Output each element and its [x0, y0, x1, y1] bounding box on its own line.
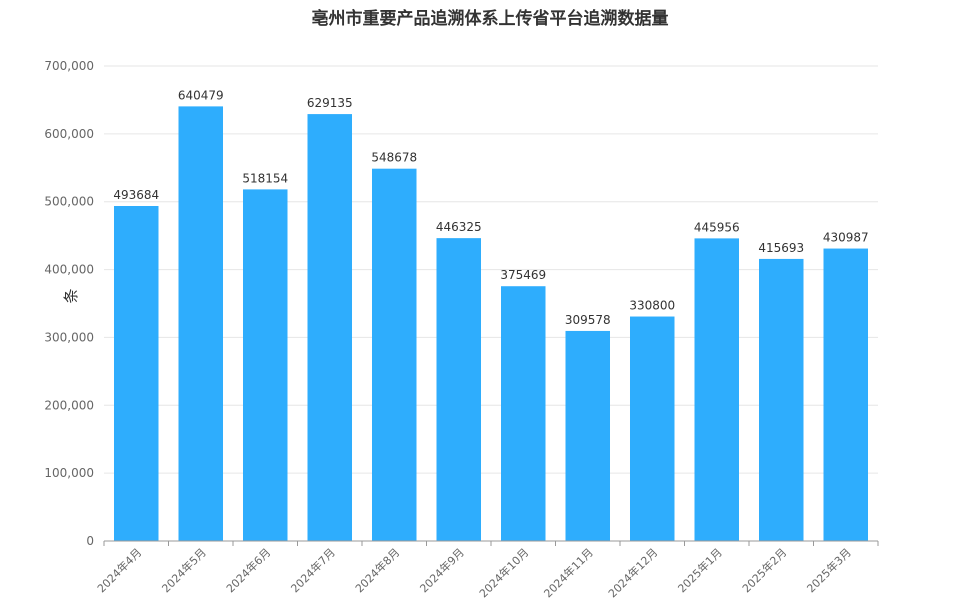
bar — [629, 316, 675, 541]
x-tick-label: 2024年11月 — [541, 545, 596, 600]
x-tick-label: 2024年5月 — [159, 545, 209, 595]
data-label: 415693 — [758, 241, 804, 255]
bar — [565, 330, 611, 541]
bar — [307, 114, 353, 541]
chart-title: 亳州市重要产品追溯体系上传省平台追溯数据量 — [312, 8, 669, 29]
bar — [178, 106, 224, 541]
data-label: 330800 — [629, 299, 675, 313]
y-tick-label: 300,000 — [44, 330, 94, 344]
x-tick-label: 2025年1月 — [675, 545, 725, 595]
data-label: 518154 — [242, 171, 288, 185]
data-label: 640479 — [178, 88, 224, 102]
x-tick-label: 2024年7月 — [288, 545, 338, 595]
bar — [694, 238, 740, 541]
y-tick-label: 500,000 — [44, 195, 94, 209]
data-label: 430987 — [823, 231, 869, 245]
bar — [113, 206, 159, 542]
data-label: 309578 — [565, 313, 611, 327]
data-label: 445956 — [694, 220, 740, 234]
y-axis-ticks: 0 100,000 200,000 300,000 400,000 500,000 600,… — [44, 59, 94, 548]
x-tick-label: 2024年6月 — [223, 545, 273, 595]
bar — [242, 189, 288, 541]
y-tick-label: 0 — [86, 534, 94, 548]
x-axis-ticks: 2024年4月 2024年5月 2024年6月 2024年7月 2024年8月 2024年… — [94, 541, 879, 600]
bar — [758, 258, 804, 541]
y-tick-label: 400,000 — [44, 263, 94, 277]
data-label: 629135 — [307, 96, 353, 110]
data-label: 375469 — [500, 268, 546, 282]
data-label: 548678 — [371, 151, 417, 165]
y-tick-label: 200,000 — [44, 398, 94, 412]
bar — [500, 286, 546, 541]
x-tick-label: 2024年10月 — [476, 545, 531, 600]
x-tick-label: 2024年8月 — [352, 545, 402, 595]
y-axis-label: 条 — [62, 288, 80, 303]
x-tick-label: 2024年4月 — [94, 545, 144, 595]
x-tick-label: 2024年12月 — [605, 545, 660, 600]
x-tick-label: 2024年9月 — [417, 545, 467, 595]
bar — [823, 248, 869, 541]
x-tick-label: 2025年3月 — [804, 545, 854, 595]
bar — [436, 238, 482, 542]
gridlines — [104, 65, 878, 474]
y-tick-label: 700,000 — [44, 59, 94, 73]
data-label: 446325 — [436, 220, 482, 234]
data-label: 493684 — [113, 188, 159, 202]
bars — [113, 106, 869, 542]
x-tick-label: 2025年2月 — [739, 545, 789, 595]
y-tick-label: 600,000 — [44, 127, 94, 141]
y-tick-label: 100,000 — [44, 466, 94, 480]
bar — [371, 168, 417, 541]
data-labels: 493684 640479 518154 629135 548678 446325 3754… — [113, 88, 868, 327]
